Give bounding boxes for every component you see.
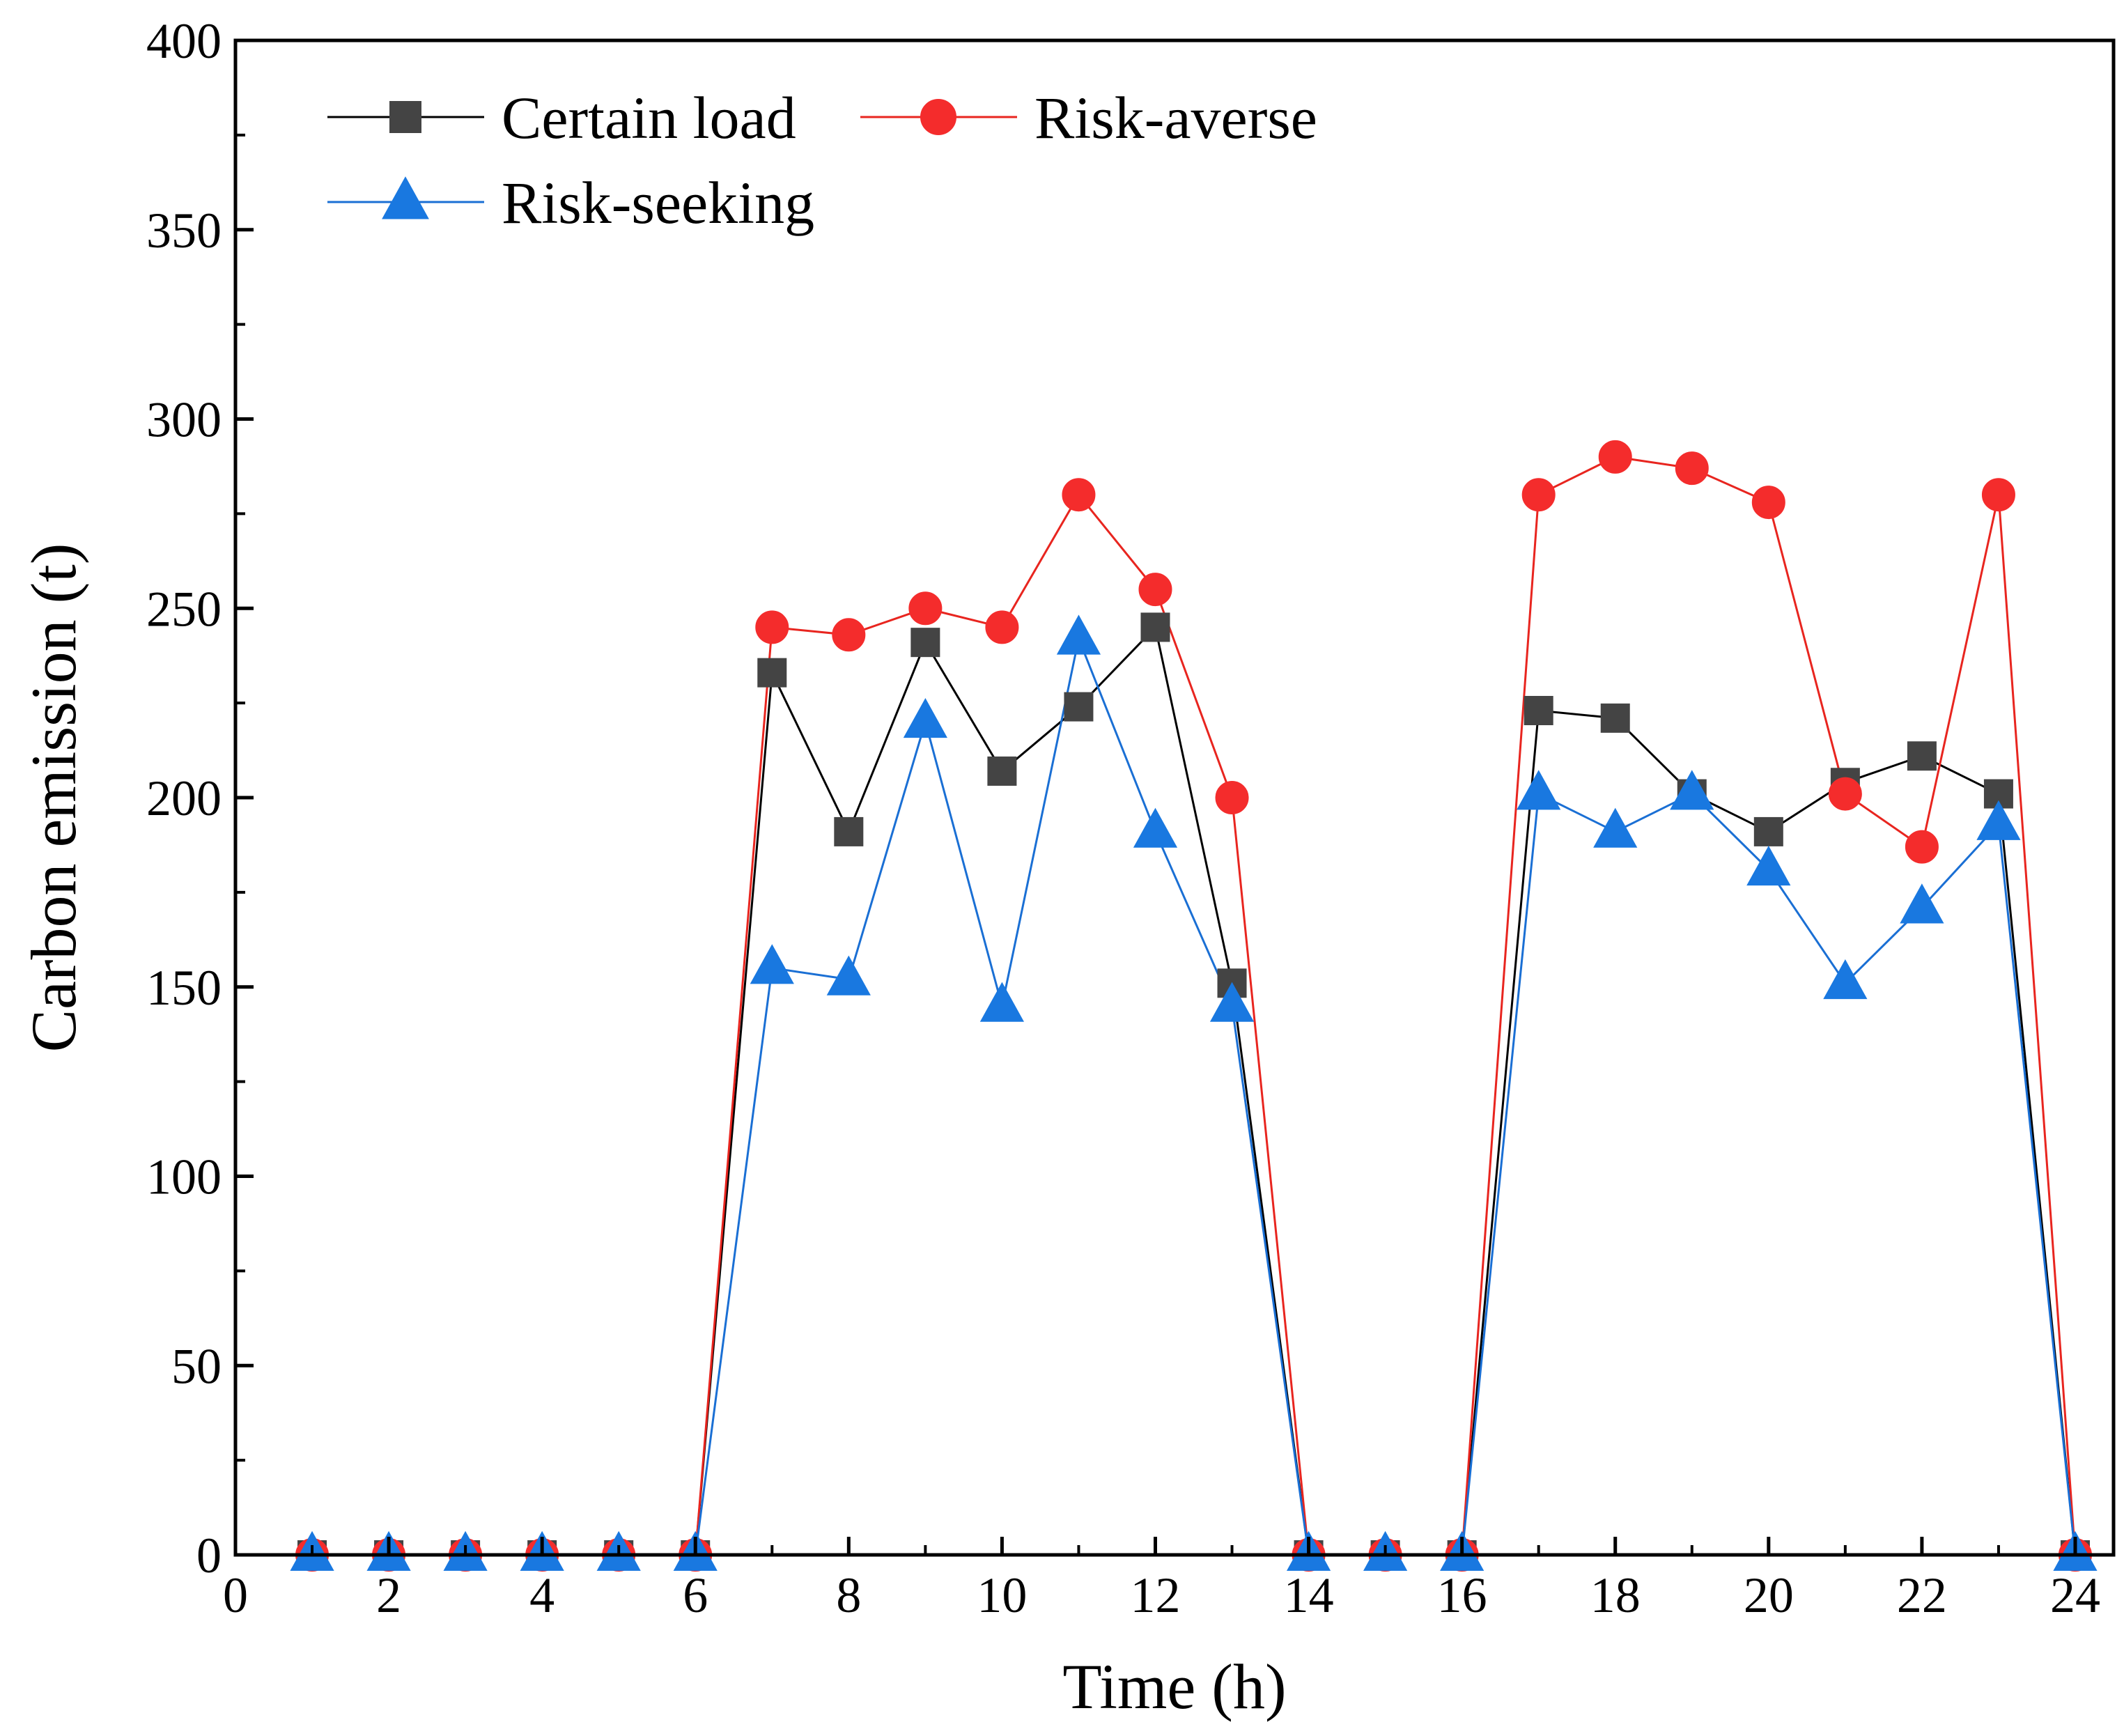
x-tick-label: 8: [836, 1567, 861, 1623]
data-point-risk-averse: [832, 618, 866, 652]
data-point-risk-averse: [1675, 451, 1709, 486]
legend-item-certain-load: Certain load: [327, 84, 796, 151]
x-tick-label: 20: [1744, 1567, 1794, 1623]
plot-area: [290, 440, 2098, 1572]
y-tick-label: 300: [146, 392, 222, 448]
y-tick-label: 400: [146, 13, 222, 69]
data-point-certain-load: [1064, 692, 1094, 722]
x-tick-label: 16: [1437, 1567, 1487, 1623]
data-point-risk-seeking: [1209, 982, 1255, 1022]
legend-marker: [389, 101, 421, 133]
x-tick-label: 4: [529, 1567, 555, 1623]
data-point-risk-seeking: [1900, 883, 1944, 924]
data-point-certain-load: [987, 756, 1017, 786]
y-tick-label: 100: [146, 1149, 222, 1205]
legend: Certain load Risk-averse Risk-seeking: [327, 84, 1317, 236]
x-tick-label: 18: [1590, 1567, 1641, 1623]
data-point-certain-load: [1600, 703, 1630, 733]
y-tick-label: 50: [171, 1338, 222, 1394]
x-tick-label: 14: [1284, 1567, 1334, 1623]
data-point-certain-load: [834, 816, 864, 846]
data-point-risk-averse: [985, 610, 1019, 644]
data-point-risk-seeking: [1517, 770, 1561, 810]
y-tick-label: 200: [146, 770, 222, 826]
series-line-risk-seeking: [312, 635, 2077, 1556]
data-point-risk-seeking: [1823, 959, 1868, 1000]
data-point-risk-averse: [1981, 478, 2015, 512]
data-point-risk-averse: [1062, 478, 1096, 512]
data-point-risk-averse: [908, 591, 943, 626]
series-points-risk-averse: [295, 440, 2092, 1572]
x-tick-label: 24: [2050, 1567, 2100, 1623]
data-point-risk-averse: [1215, 781, 1249, 814]
legend-marker: [920, 99, 956, 135]
data-point-risk-seeking: [1133, 807, 1178, 848]
x-tick-label: 10: [977, 1567, 1027, 1623]
legend-item-risk-averse: Risk-averse: [860, 84, 1317, 151]
data-point-risk-seeking: [826, 955, 871, 995]
series-line-certain-load: [312, 625, 2077, 1556]
x-tick-label: 22: [1897, 1567, 1947, 1623]
data-point-risk-seeking: [1056, 614, 1101, 655]
data-point-risk-averse: [1905, 830, 1939, 864]
data-point-certain-load: [757, 658, 787, 688]
y-tick-label: 150: [146, 960, 222, 1016]
data-point-risk-seeking: [1593, 807, 1638, 848]
y-tick-label: 0: [196, 1528, 222, 1583]
data-point-risk-averse: [1828, 777, 1862, 811]
x-tick-label: 0: [223, 1567, 248, 1623]
data-point-risk-seeking: [750, 944, 794, 984]
series-points-risk-seeking: [290, 614, 2098, 1571]
y-tick-label: 350: [146, 203, 222, 258]
legend-item-risk-seeking: Risk-seeking: [327, 169, 814, 236]
data-point-risk-seeking: [1976, 800, 2021, 840]
data-point-certain-load: [1907, 741, 1937, 771]
data-point-certain-load: [1140, 612, 1170, 642]
legend-marker: [382, 176, 429, 219]
data-point-risk-seeking: [979, 982, 1025, 1022]
data-point-risk-averse: [755, 610, 789, 644]
data-point-risk-averse: [1521, 478, 1556, 512]
series-line-risk-averse: [312, 456, 2077, 1556]
x-tick-label: 12: [1130, 1567, 1180, 1623]
y-axis-title: Carbon emission (t): [18, 543, 89, 1053]
data-point-certain-load: [1524, 695, 1553, 725]
data-point-risk-averse: [1751, 486, 1785, 520]
data-point-risk-seeking: [1746, 845, 1791, 886]
data-point-risk-averse: [1598, 440, 1632, 474]
x-tick-label: 2: [376, 1567, 401, 1623]
legend-label: Certain load: [502, 84, 796, 151]
x-tick-label: 6: [683, 1567, 708, 1623]
data-point-risk-seeking: [1670, 770, 1714, 810]
data-point-risk-seeking: [903, 697, 947, 738]
data-point-certain-load: [1753, 816, 1783, 846]
axes: 0 2 4 6 8 10 12 14 16 18 20 22 240501001502002503003…: [146, 13, 2100, 1623]
x-axis-title: Time (h): [1062, 1651, 1286, 1722]
data-point-risk-averse: [1138, 573, 1172, 607]
legend-label: Risk-averse: [1034, 84, 1317, 151]
data-point-certain-load: [910, 628, 940, 658]
legend-label: Risk-seeking: [502, 169, 814, 236]
y-tick-label: 250: [146, 581, 222, 637]
series-points-certain-load: [297, 612, 2090, 1570]
